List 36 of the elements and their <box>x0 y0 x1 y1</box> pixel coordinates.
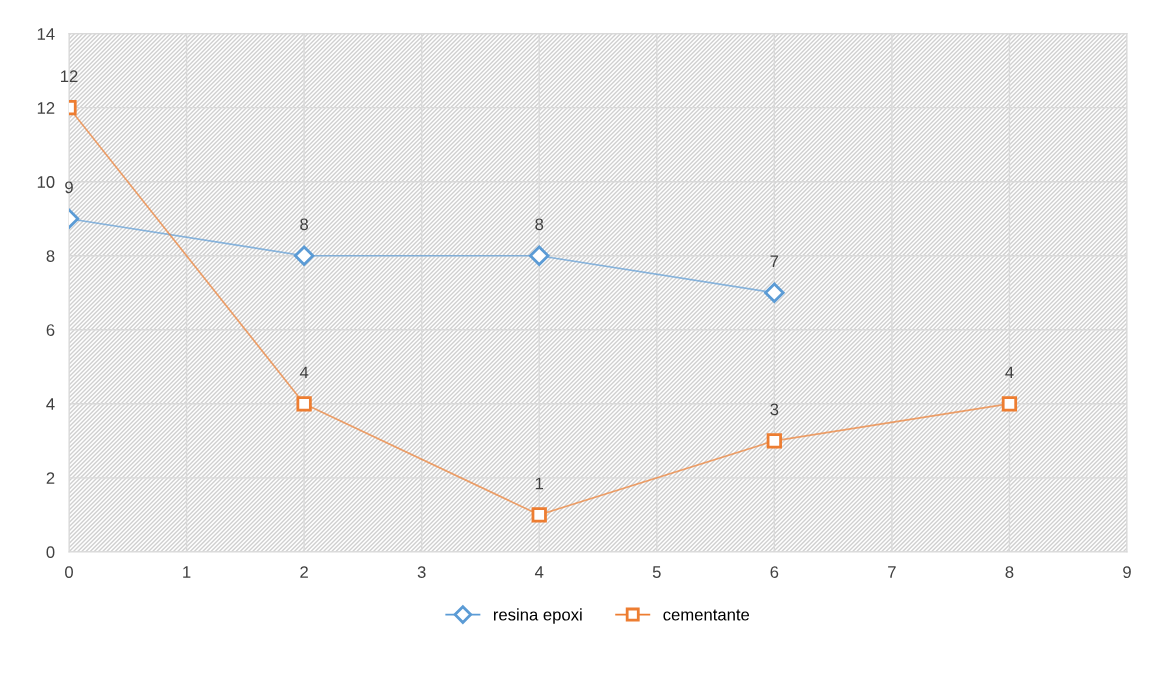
data-label: 9 <box>65 181 73 194</box>
y-tick-label: 2 <box>46 472 55 484</box>
y-tick-label: 6 <box>46 324 55 336</box>
y-tick-label: 0 <box>46 546 55 559</box>
y-tick-label: 14 <box>37 28 55 40</box>
point <box>293 245 315 266</box>
x-tick-label: 9 <box>1123 566 1131 578</box>
data-label: 7 <box>770 255 779 268</box>
legend-label: resina epoxi <box>493 608 582 624</box>
point <box>528 245 550 266</box>
y-tick-label: 10 <box>37 176 55 188</box>
y-tick-label: 4 <box>46 398 55 410</box>
data-label: 3 <box>770 403 779 416</box>
data-label: 8 <box>535 218 544 231</box>
x-tick-label: 4 <box>534 566 544 578</box>
point <box>1001 396 1018 412</box>
data-label: 12 <box>61 70 78 82</box>
point <box>766 433 782 449</box>
data-label: 8 <box>300 218 309 231</box>
x-tick-label: 6 <box>770 566 779 578</box>
data-label: 4 <box>299 366 309 379</box>
x-tick-label: 8 <box>1005 566 1014 578</box>
point <box>764 282 785 303</box>
y-tick-label: 8 <box>46 250 55 262</box>
x-tick-label: 1 <box>183 566 191 578</box>
x-tick-label: 7 <box>888 566 896 578</box>
x-tick-label: 0 <box>65 566 73 578</box>
x-tick-label: 2 <box>300 566 308 578</box>
point <box>531 507 547 523</box>
legend-label: cementante <box>663 609 750 621</box>
x-tick-label: 3 <box>417 566 426 578</box>
x-tick-label: 5 <box>652 566 661 578</box>
y-tick-label: 12 <box>37 102 55 114</box>
point <box>296 396 312 412</box>
data-label: 1 <box>535 477 544 490</box>
data-label: 4 <box>1005 366 1014 379</box>
